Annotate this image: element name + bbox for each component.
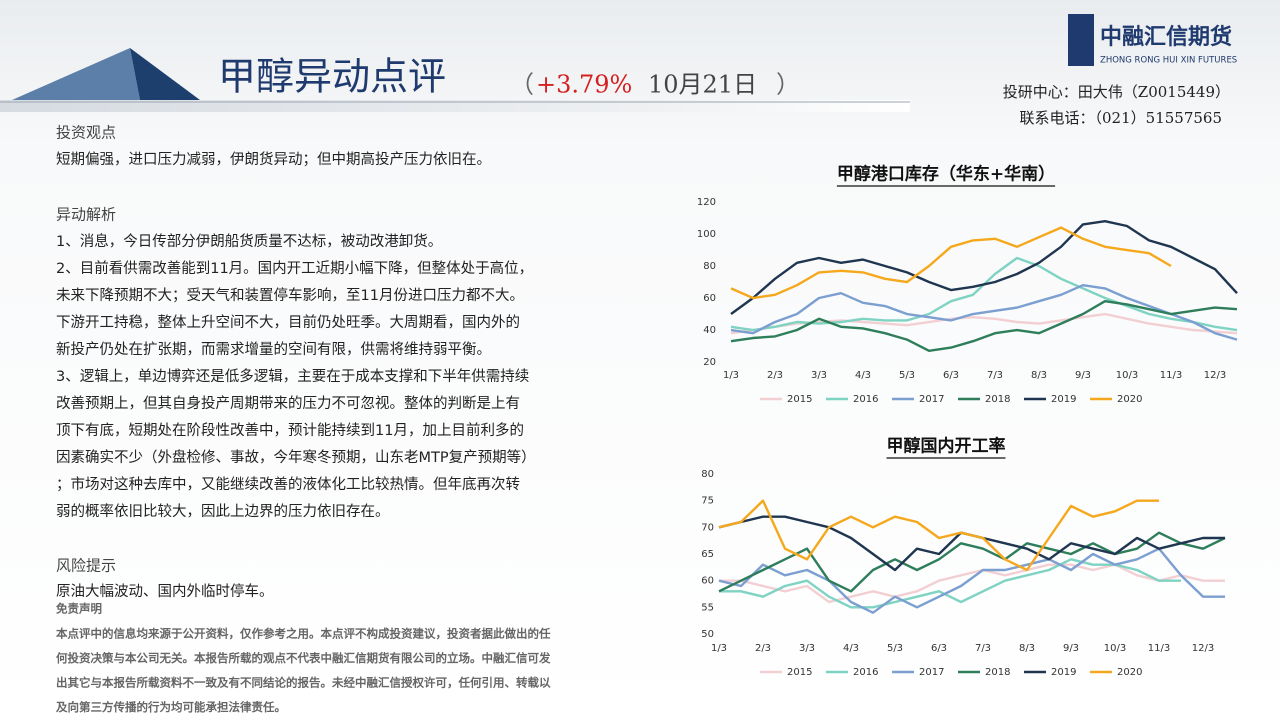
x-tick-label: 7/3: [975, 643, 991, 654]
legend-label: 2018: [985, 394, 1010, 405]
disclaimer-line: 及向第三方传播的行为均可能承担法律责任。: [56, 700, 286, 714]
y-tick-label: 65: [701, 549, 714, 560]
section-heading: 风险提示: [56, 557, 116, 575]
x-tick-label: 8/3: [1019, 643, 1035, 654]
legend-label: 2018: [985, 667, 1010, 678]
paragraph-line: 下游开工持稳，整体上升空间不大，目前仍处旺季。大周期看，国内外的: [56, 314, 520, 331]
x-tick-label: 2/3: [755, 643, 771, 654]
chart-title: 甲醇港口库存（华东+华南）: [837, 164, 1055, 185]
x-tick-label: 6/3: [943, 370, 959, 381]
title: 甲醇异动点评: [218, 55, 446, 99]
paragraph-line: 短期偏强，进口压力减弱，伊朗货异动；但中期高投产压力依旧在。: [56, 151, 491, 168]
date: 10月21日: [648, 71, 757, 99]
paragraph-line: 弱的概率依旧比较大，因此上边界的压力依旧存在。: [56, 502, 390, 520]
y-tick-label: 120: [697, 197, 716, 208]
y-tick-label: 60: [703, 293, 716, 304]
x-tick-label: 10/3: [1104, 643, 1126, 654]
contact: 联系电话：（021）51557565: [1020, 109, 1222, 127]
x-tick-label: 4/3: [855, 370, 871, 381]
series-line: [718, 531, 1226, 593]
paragraph-line: ；市场对这种去库中，又能继续改善的液体化工比较热情。但年底再次转: [56, 475, 520, 493]
series-line: [730, 220, 1238, 315]
legend-label: 2019: [1051, 667, 1076, 678]
x-tick-label: 3/3: [811, 370, 827, 381]
y-tick-label: 20: [703, 357, 716, 368]
x-tick-label: 11/3: [1160, 370, 1182, 381]
legend-label: 2016: [853, 394, 878, 405]
y-tick-label: 80: [701, 469, 714, 480]
series-line: [730, 226, 1172, 300]
paragraph-line: 新投产仍处在扩张期，而需求增量的空间有限，供需将维持弱平衡。: [56, 341, 491, 358]
legend-label: 2017: [919, 667, 944, 678]
x-tick-label: 9/3: [1063, 643, 1079, 654]
x-tick-label: 5/3: [899, 370, 915, 381]
x-tick-label: 4/3: [843, 643, 859, 654]
paragraph-line: 3、逻辑上，单边博弈还是低多逻辑，主要在于成本支撑和下半年供需持续: [56, 368, 529, 385]
header-band: [0, 100, 910, 112]
series-line: [730, 284, 1238, 341]
paren: （: [510, 71, 534, 99]
section-heading: 投资观点: [56, 124, 116, 142]
legend-label: 2015: [787, 667, 812, 678]
x-tick-label: 7/3: [987, 370, 1003, 381]
disclaimer-line: 何投资决策与本公司无关。本报告所载的观点不代表中融汇信期货有限公司的立场。中融汇…: [56, 651, 551, 665]
legend-label: 2020: [1117, 667, 1142, 678]
section-heading: 异动解析: [56, 206, 116, 224]
legend-label: 2017: [919, 394, 944, 405]
x-tick-label: 8/3: [1031, 370, 1047, 381]
disclaimer-heading: 免责声明: [56, 602, 102, 616]
legend-label: 2019: [1051, 394, 1076, 405]
paragraph-line: 未来下降预期不大；受天气和装置停车影响，至11月份进口压力都不大。: [56, 287, 524, 304]
header-triangle: [130, 48, 200, 100]
logo-mark: [1068, 14, 1094, 66]
x-tick-label: 11/3: [1148, 643, 1170, 654]
y-tick-label: 80: [703, 261, 716, 272]
x-tick-label: 5/3: [887, 643, 903, 654]
paragraph-line: 2、目前看供需改善能到11月。国内开工近期小幅下降，但整体处于高位，: [56, 260, 533, 277]
x-tick-label: 12/3: [1192, 643, 1214, 654]
y-tick-label: 100: [697, 229, 716, 240]
logo-name: 中融汇信期货: [1100, 24, 1232, 50]
x-tick-label: 6/3: [931, 643, 947, 654]
y-tick-label: 50: [701, 629, 714, 640]
paragraph-line: 改善预期上，但其自身投产周期带来的压力不可忽视。整体的判断是上有: [56, 395, 520, 412]
legend-label: 2015: [787, 394, 812, 405]
contact: 投研中心：田大伟（Z0015449）: [1003, 83, 1230, 101]
series-line: [730, 300, 1238, 352]
x-tick-label: 3/3: [799, 643, 815, 654]
y-tick-label: 55: [701, 602, 714, 613]
x-tick-label: 9/3: [1075, 370, 1091, 381]
series-line: [718, 499, 1159, 572]
series-line: [719, 563, 1225, 604]
series-line: [719, 558, 1181, 609]
paragraph-line: 因素确实不少（外盘检修、事故，今年寒冬预期，山东老MTP复产预期等）: [56, 448, 536, 466]
disclaimer-line: 本点评中的信息均来源于公开资料，仅作参考之用。本点评不构成投资建议，投资者据此做…: [56, 627, 551, 641]
x-tick-label: 1/3: [711, 643, 727, 654]
x-tick-label: 10/3: [1116, 370, 1138, 381]
header-triangle: [12, 48, 140, 100]
legend-label: 2016: [853, 667, 878, 678]
y-tick-label: 40: [703, 325, 716, 336]
legend-label: 2020: [1117, 394, 1142, 405]
chart-title: 甲醇国内开工率: [887, 436, 1006, 457]
x-tick-label: 1/3: [723, 370, 739, 381]
disclaimer-line: 出其它与本报告所载资料不一致及有不同结论的报告。未经中融汇信授权许可，任何引用、…: [56, 676, 551, 690]
paragraph-line: 原油大幅波动、国内外临时停车。: [56, 583, 274, 600]
x-tick-label: 2/3: [767, 370, 783, 381]
paren: ）: [776, 71, 800, 99]
paragraph-line: 顶下有底，短期处在阶段性改善中，预计能持续到11月，加上目前利多的: [56, 422, 524, 439]
series-line: [718, 547, 1225, 614]
paragraph-line: 1、消息，今日传部分伊朗船货质量不达标，被动改港卸货。: [56, 233, 442, 250]
y-tick-label: 60: [701, 576, 714, 587]
change: +3.79%: [536, 71, 632, 99]
y-tick-label: 70: [701, 522, 714, 533]
logo-english: ZHONG RONG HUI XIN FUTURES: [1100, 56, 1237, 66]
y-tick-label: 75: [701, 496, 714, 507]
x-tick-label: 12/3: [1204, 370, 1226, 381]
